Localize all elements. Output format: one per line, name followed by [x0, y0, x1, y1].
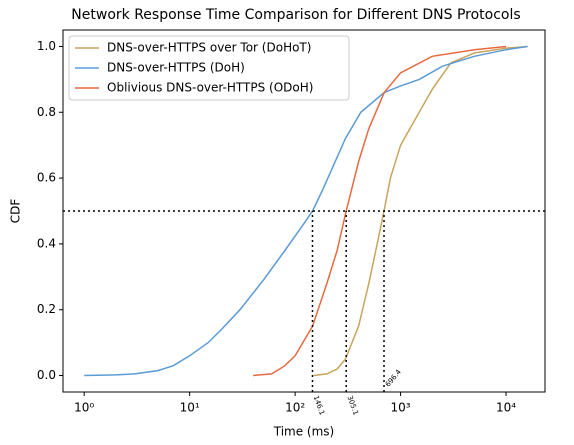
legend-label: DNS-over-HTTPS over Tor (DoHoT) [107, 41, 311, 55]
legend-box [68, 35, 350, 101]
x-tick-label: 10⁰ [74, 401, 94, 415]
legend: DNS-over-HTTPS over Tor (DoHoT) DNS-over-… [68, 35, 350, 101]
chart-title: Network Response Time Comparison for Dif… [71, 7, 520, 23]
x-tick-label: 10³ [391, 401, 411, 415]
y-tick-label: 0.4 [37, 236, 56, 250]
median-label: 305.1 [345, 395, 359, 417]
legend-label: DNS-over-HTTPS (DoH) [107, 61, 245, 75]
y-tick-label: 0.8 [37, 105, 56, 119]
x-axis-label: Time (ms) [273, 425, 335, 439]
median-label: 696.4 [384, 368, 403, 389]
x-tick-label: 10² [285, 401, 305, 415]
x-tick-label: 10⁴ [496, 401, 516, 415]
median-label: 146.1 [312, 395, 326, 417]
y-axis-label: CDF [9, 199, 23, 224]
cdf-line [84, 45, 528, 377]
y-tick-label: 0.2 [37, 302, 56, 316]
cdf-line [313, 45, 528, 377]
y-tick-label: 1.0 [37, 39, 56, 53]
y-tick-label: 0.6 [37, 171, 56, 185]
y-tick-label: 0.0 [37, 368, 56, 382]
legend-label: Oblivious DNS-over-HTTPS (ODoH) [107, 81, 313, 95]
x-tick-label: 10¹ [180, 401, 200, 415]
plot-frame [62, 29, 546, 393]
